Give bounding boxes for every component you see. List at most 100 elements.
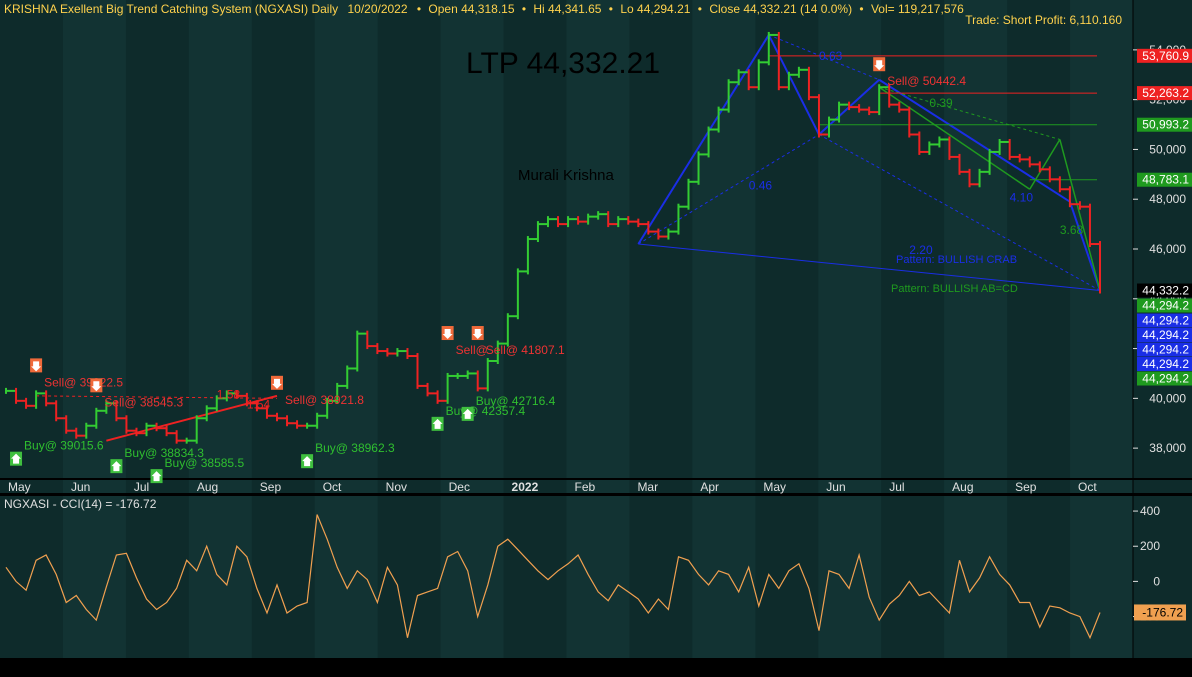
cci-line: -176.72 (5, 514, 1186, 640)
cci-panel-title: NGXASI - CCI(14) = -176.72 (4, 497, 157, 511)
y-tick-label: 48,000 (1149, 192, 1186, 206)
price-badge (1137, 298, 1192, 313)
harmonic-ac (768, 34, 880, 81)
price-badge-label: 53,760.9 (1142, 49, 1189, 63)
watermark-text: Murali Krishna (518, 167, 615, 184)
x-tick-label: Mar (637, 480, 658, 494)
month-band (1070, 0, 1133, 672)
cci-tick-label: 400 (1140, 504, 1160, 518)
x-tick-label: Jun (71, 480, 90, 494)
header-open: Open 44,318.15 (428, 2, 514, 16)
price-badge-label: 48,783.1 (1142, 173, 1189, 187)
x-tick-label: Oct (323, 480, 342, 494)
x-tick-label: Jul (134, 480, 149, 494)
sell-arrow-glyph-icon (874, 60, 885, 71)
ratio-label: 3.68 (1060, 223, 1084, 237)
trade-info: Trade: Short Profit: 6,110.160 (965, 13, 1122, 27)
buy-arrow-glyph-icon (151, 471, 162, 482)
ratio-label: 1.54 (247, 397, 271, 411)
abcd-ac (879, 86, 1060, 140)
ratio-label: 0.46 (749, 178, 773, 192)
month-bands (62, 0, 1133, 672)
price-badge (1137, 172, 1192, 187)
signal-label: Buy@ 38585.5 (165, 456, 245, 470)
cci-last-label: -176.72 (1142, 605, 1183, 619)
sell-arrow-glyph-icon (472, 329, 483, 340)
x-tick-label: Sep (260, 480, 282, 494)
buy-arrow-glyph-icon (462, 408, 473, 419)
x-tick-label: Aug (952, 480, 973, 494)
cci-last-badge (1134, 604, 1186, 621)
panel-divider (0, 493, 1192, 496)
date-x-axis: May Jun Jul Aug Sep Oct Nov Dec 2022 Feb Mar Apr May… (8, 480, 1097, 494)
month-band (566, 0, 630, 672)
harmonic-leg (637, 34, 770, 245)
ratio-label: 4.10 (1010, 191, 1034, 205)
signal-label: Buy@ 38834.3 (124, 446, 204, 460)
price-badge-label: 52,263.2 (1142, 86, 1189, 100)
abcd-leg (1059, 139, 1101, 291)
x-tick-label: Jul (889, 480, 904, 494)
price-badges: 53,760.9 52,263.2 50,993.2 48,783.1 44,332.2… (1137, 48, 1192, 386)
sell-arrow-glyph-icon (442, 329, 453, 340)
sell-arrow-glyph-icon (271, 378, 282, 389)
x-tick-label: Apr (700, 480, 719, 494)
y-tick-label: 38,000 (1149, 441, 1186, 455)
signal-label: Buy@ 38962.3 (315, 441, 395, 455)
signal-label: Buy@ 39015.6 (24, 439, 104, 453)
price-badge (1137, 86, 1192, 101)
signal-label: Buy@ 42716.4 (476, 394, 556, 408)
x-tick-label: Oct (1078, 480, 1097, 494)
price-badge-label: 44,294.2 (1142, 299, 1189, 313)
month-band (692, 0, 756, 672)
ratio-label: 0.39 (929, 96, 953, 110)
price-badge-label: 44,294.2 (1142, 343, 1189, 357)
x-tick-label: Nov (386, 480, 407, 494)
harmonic-xb (638, 134, 820, 245)
month-band (818, 0, 882, 672)
harmonic-leg (878, 78, 1071, 203)
harmonic-leg (767, 34, 820, 135)
buy-arrow-glyph-icon (111, 461, 122, 472)
price-bars (5, 31, 1101, 444)
pattern-label: Pattern: BULLISH AB=CD (891, 283, 1018, 295)
price-badge-label: 44,294.2 (1142, 328, 1189, 342)
chart-header: KRISHNA Exellent Big Trend Catching Syst… (4, 2, 964, 16)
signal-label: Sell@ 41807.1 (486, 343, 565, 357)
cci-series (5, 514, 1101, 640)
cci-tick-label: 200 (1140, 539, 1160, 553)
x-tick-label: May (8, 480, 31, 494)
price-badge-label: 44,294.2 (1142, 357, 1189, 371)
ratio-label: 1.58 (217, 387, 241, 401)
header-symbol-title: KRISHNA Exellent Big Trend Catching Syst… (4, 2, 338, 16)
x-tick-label: Jun (826, 480, 845, 494)
signal-label: Sell@ 39022.5 (44, 375, 123, 389)
signal-label: Sell@ 50442.4 (887, 74, 966, 88)
header-close: Close 44,332.21 (14 0.0%) (709, 2, 852, 16)
x-tick-label: Dec (449, 480, 470, 494)
ratio-label: 2.20 (909, 243, 933, 257)
sell-arrow-glyph-icon (31, 361, 42, 372)
signal-label: Sell@ (456, 343, 488, 357)
buy-arrow-glyph-icon (302, 456, 313, 467)
y-tick-label: 50,000 (1149, 142, 1186, 156)
signal-label: Sell@ 38545.3 (104, 395, 183, 409)
harmonic-xd (638, 243, 1101, 292)
pattern-label: Pattern: BULLISH CRAB (896, 254, 1017, 266)
y-tick-label: 46,000 (1149, 242, 1186, 256)
ltp-label: LTP 44,332.21 (466, 47, 660, 80)
price-badge (1137, 48, 1192, 63)
price-badge-label: 50,993.2 (1142, 118, 1189, 132)
month-band (944, 0, 1008, 672)
price-badge (1137, 313, 1192, 328)
price-badge-label: 44,294.2 (1142, 372, 1189, 386)
x-tick-label: May (763, 480, 786, 494)
price-badge (1137, 328, 1192, 343)
price-badge (1137, 371, 1192, 386)
x-tick-label: Aug (197, 480, 218, 494)
cci-tick-label: 0 (1153, 574, 1160, 588)
x-tick-label: Feb (575, 480, 596, 494)
ratio-annotations: 0.630.390.464.103.681.581.542.20Pattern:… (217, 49, 1084, 411)
